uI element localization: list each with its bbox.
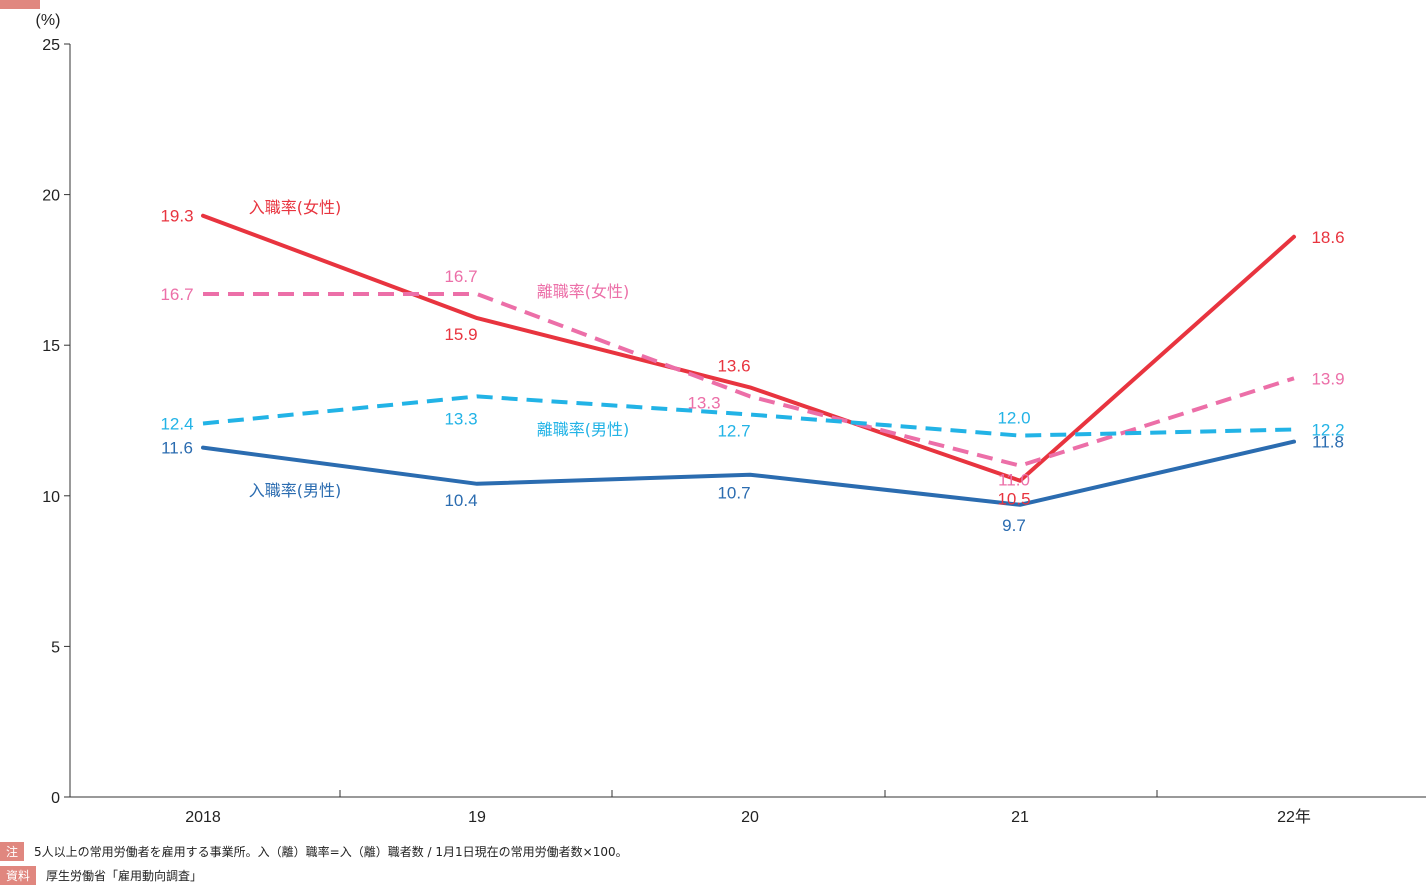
y-tick-label: 15 [42, 338, 60, 355]
y-tick-label: 25 [42, 37, 60, 54]
note-tag: 注 [0, 842, 25, 861]
series-name-label: 入職率(女性) [249, 198, 342, 217]
source-row: 資料 厚生労働省「雇用動向調査」 [0, 866, 202, 885]
source-tag: 資料 [0, 866, 37, 885]
data-label: 10.7 [717, 484, 750, 503]
y-tick-label: 5 [51, 639, 60, 656]
data-label: 16.7 [160, 285, 193, 304]
note-text: 5人以上の常用労働者を雇用する事業所。入（離）職率=入（離）職者数 / 1月1日… [34, 845, 628, 859]
data-label: 13.3 [687, 393, 720, 412]
data-label: 10.4 [444, 491, 477, 510]
y-tick-label: 0 [51, 790, 60, 807]
data-label: 13.3 [444, 409, 477, 428]
x-tick-label: 2018 [185, 809, 221, 826]
data-label: 16.7 [444, 267, 477, 286]
data-label: 15.9 [444, 325, 477, 344]
x-tick-label: 20 [741, 809, 759, 826]
series-line-male_hire [201, 439, 1296, 507]
series-line-male_sep [202, 394, 1295, 438]
data-label: 11.0 [998, 471, 1030, 490]
x-tick-label: 22年 [1277, 808, 1311, 826]
series-name-label: 離職率(男性) [537, 420, 630, 439]
data-label: 13.6 [717, 356, 750, 375]
y-unit-label: (%) [36, 12, 61, 29]
y-tick-label: 20 [42, 188, 60, 205]
y-tick-label: 10 [42, 489, 60, 506]
source-text: 厚生労働省「雇用動向調査」 [46, 869, 203, 883]
data-label: 9.7 [1002, 516, 1026, 535]
data-label: 12.2 [1311, 421, 1344, 440]
series-line-female_hire [201, 213, 1296, 483]
data-label: 11.8 [1312, 433, 1344, 452]
x-tick-label: 19 [468, 809, 486, 826]
series-name-label: 離職率(女性) [537, 282, 630, 301]
data-label: 11.6 [161, 439, 193, 458]
data-label: 12.0 [997, 409, 1030, 428]
note-row: 注 5人以上の常用労働者を雇用する事業所。入（離）職率=入（離）職者数 / 1月1… [0, 842, 628, 861]
data-label: 13.9 [1311, 369, 1344, 388]
x-tick-label: 21 [1011, 809, 1029, 826]
data-label: 12.7 [717, 421, 750, 440]
corner-tab [0, 0, 40, 9]
series-line-female_sep [203, 292, 1295, 468]
data-label: 12.4 [160, 415, 193, 434]
data-label: 18.6 [1311, 228, 1344, 247]
data-label: 19.3 [160, 207, 193, 226]
data-label: 10.5 [997, 490, 1030, 509]
series-name-label: 入職率(男性) [249, 481, 342, 500]
